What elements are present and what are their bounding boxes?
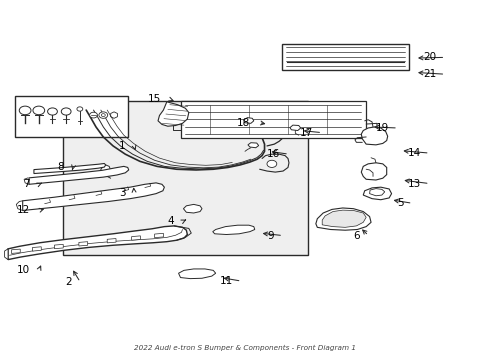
Polygon shape — [282, 44, 409, 69]
Text: 18: 18 — [237, 118, 250, 128]
Circle shape — [77, 107, 83, 111]
Polygon shape — [213, 225, 255, 234]
Text: 21: 21 — [423, 69, 437, 79]
Bar — [15, 96, 128, 137]
Circle shape — [19, 106, 31, 115]
Polygon shape — [29, 166, 129, 184]
Polygon shape — [32, 247, 41, 251]
Polygon shape — [180, 101, 366, 138]
Polygon shape — [248, 143, 259, 148]
Polygon shape — [178, 269, 216, 279]
Circle shape — [90, 112, 98, 118]
Circle shape — [101, 114, 105, 117]
Text: 6: 6 — [353, 231, 360, 240]
Text: 9: 9 — [268, 231, 274, 240]
Text: 20: 20 — [423, 52, 437, 62]
Bar — [63, 101, 308, 255]
Text: 16: 16 — [267, 149, 280, 159]
Text: 19: 19 — [376, 123, 389, 133]
Polygon shape — [79, 242, 88, 246]
Polygon shape — [183, 204, 202, 213]
Text: 5: 5 — [397, 198, 404, 208]
Text: 2: 2 — [65, 277, 72, 287]
Text: 11: 11 — [220, 276, 233, 286]
Text: 3: 3 — [119, 188, 125, 198]
Polygon shape — [244, 118, 254, 123]
Circle shape — [61, 108, 71, 115]
Circle shape — [33, 106, 45, 115]
Polygon shape — [132, 236, 141, 240]
Circle shape — [48, 108, 57, 115]
Polygon shape — [34, 163, 106, 174]
Polygon shape — [361, 127, 388, 145]
Polygon shape — [158, 102, 189, 126]
Polygon shape — [361, 163, 387, 180]
Polygon shape — [101, 165, 111, 174]
Polygon shape — [54, 244, 63, 249]
Text: 8: 8 — [58, 162, 64, 172]
Polygon shape — [107, 239, 116, 243]
Polygon shape — [23, 183, 164, 211]
Polygon shape — [11, 249, 20, 253]
Polygon shape — [155, 233, 163, 238]
Polygon shape — [111, 112, 118, 118]
Polygon shape — [369, 189, 385, 196]
Circle shape — [267, 160, 277, 167]
Circle shape — [99, 112, 108, 118]
Polygon shape — [8, 226, 187, 260]
Text: 1: 1 — [119, 141, 125, 151]
Polygon shape — [363, 187, 392, 200]
Polygon shape — [4, 249, 8, 260]
Text: 14: 14 — [408, 148, 421, 158]
Text: 7: 7 — [24, 179, 30, 189]
Text: 15: 15 — [147, 94, 161, 104]
Text: 17: 17 — [300, 128, 314, 138]
Polygon shape — [290, 125, 301, 131]
Text: 12: 12 — [17, 206, 30, 216]
Text: 4: 4 — [168, 216, 174, 226]
Text: 10: 10 — [17, 265, 30, 275]
Text: 2022 Audi e-tron S Bumper & Components - Front Diagram 1: 2022 Audi e-tron S Bumper & Components -… — [134, 345, 356, 351]
Polygon shape — [322, 210, 366, 227]
Text: 13: 13 — [408, 179, 421, 189]
Polygon shape — [316, 208, 371, 230]
